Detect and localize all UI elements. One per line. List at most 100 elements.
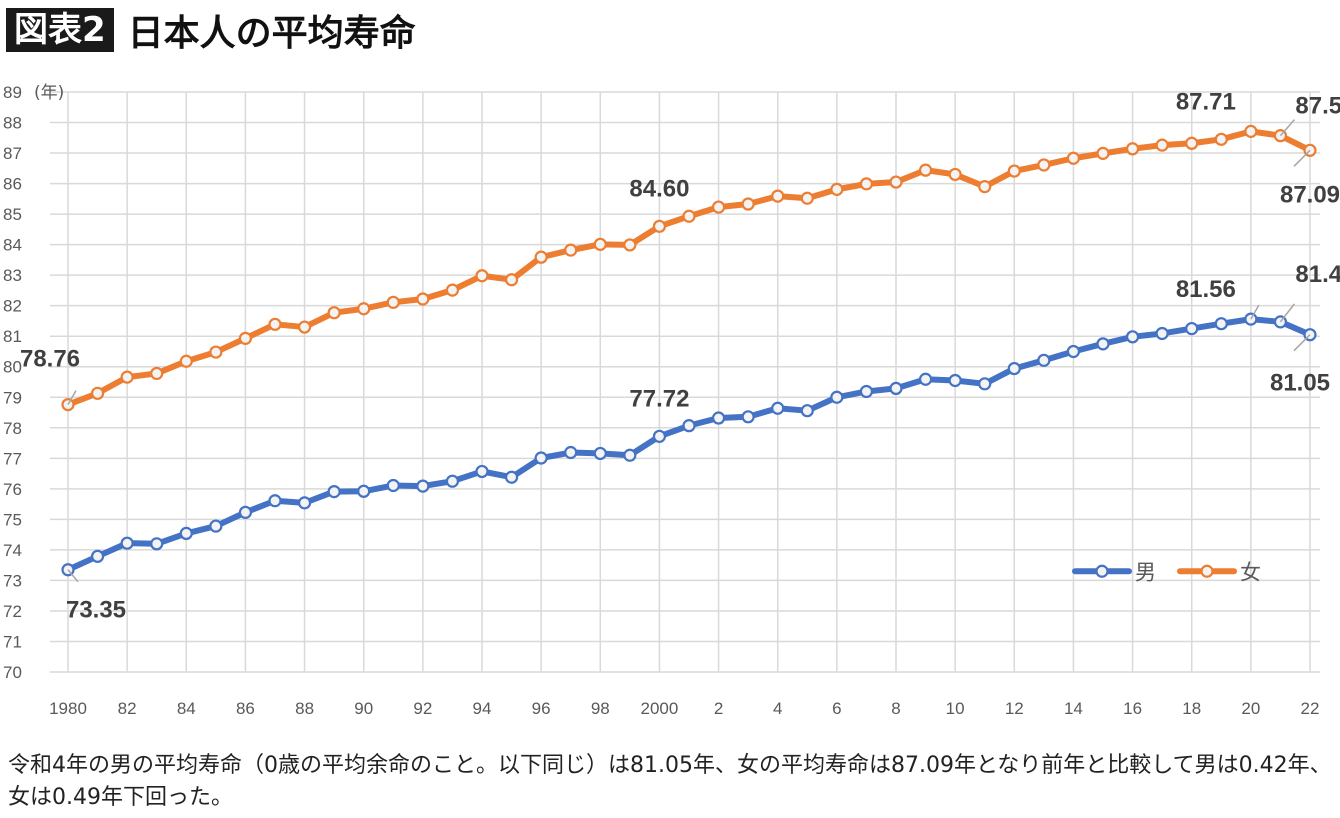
y-tick-label: 80 (3, 358, 22, 377)
male-data-point (1125, 330, 1140, 344)
female-data-point (859, 177, 874, 191)
legend-male-marker (1095, 564, 1109, 578)
series-lines (61, 124, 1317, 577)
data-label-leader (1293, 334, 1311, 352)
data-label: 77.72 (629, 385, 689, 412)
male-data-point (1007, 361, 1021, 376)
x-tick-label: 6 (832, 699, 841, 718)
male-data-point (238, 505, 253, 519)
x-tick-label: 16 (1123, 699, 1142, 718)
male-data-point (445, 474, 460, 488)
female-data-point (1185, 136, 1199, 150)
female-data-point (90, 386, 105, 400)
data-label-leader (1250, 304, 1260, 320)
y-tick-label: 70 (3, 663, 22, 682)
female-data-point (652, 219, 667, 233)
y-tick-label: 73 (3, 571, 22, 590)
male-data-point (90, 549, 105, 563)
y-tick-label: 77 (3, 449, 22, 468)
male-data-point (150, 537, 164, 551)
female-data-point (623, 238, 637, 252)
y-tick-label: 88 (3, 114, 22, 133)
female-data-point (150, 366, 164, 381)
male-data-point (386, 478, 400, 493)
female-data-point (564, 243, 578, 257)
chart-title: 日本人の平均寿命 (127, 13, 416, 54)
female-data-point (1244, 124, 1258, 138)
legend-female-label: 女 (1240, 560, 1261, 584)
chart-caption: 令和4年の男の平均寿命（0歳の平均余命のこと。以下同じ）は81.05年、女の平均… (8, 753, 1332, 810)
y-tick-label: 71 (3, 632, 22, 651)
y-tick-label: 74 (3, 541, 22, 560)
y-tick-label: 87 (3, 144, 22, 163)
female-data-point (1007, 164, 1021, 178)
female-data-point (1066, 151, 1081, 165)
y-tick-label: 86 (3, 175, 22, 194)
x-tick-label: 82 (118, 699, 137, 718)
male-data-point (1037, 353, 1051, 367)
male-data-point (534, 451, 548, 465)
female-data-point (771, 189, 785, 203)
female-data-point (741, 197, 755, 211)
male-data-point (120, 536, 134, 550)
male-data-point (416, 479, 430, 493)
y-tick-label: 72 (3, 602, 22, 621)
male-data-point (859, 384, 874, 399)
male-data-point (475, 464, 489, 479)
male-data-point (978, 377, 992, 391)
y-tick-label: 82 (3, 297, 22, 316)
female-data-point (800, 191, 814, 205)
male-data-point (357, 484, 371, 498)
male-data-point (268, 494, 282, 508)
x-tick-label: 86 (236, 699, 255, 718)
female-data-point (120, 370, 134, 384)
y-tick-label: 76 (3, 480, 22, 499)
y-axis-unit: (年) (34, 83, 64, 103)
data-labels: 78.76 73.35 84.60 77.72 87.71 87.57 87.09 81.56… (20, 88, 1340, 623)
data-label-leader (1279, 303, 1296, 323)
x-tick-label: 8 (891, 699, 900, 718)
data-label-leader (67, 569, 79, 583)
data-label: 87.71 (1176, 88, 1236, 115)
male-data-point (771, 401, 785, 415)
x-tick-label: 84 (177, 699, 196, 718)
y-tick-label: 89 (3, 83, 22, 102)
data-label: 84.60 (629, 175, 689, 202)
x-tick-label: 90 (354, 699, 373, 718)
male-data-point (889, 381, 903, 396)
male-data-point (297, 496, 312, 510)
life-expectancy-line-chart: 7071727374757677787980818283848586878889… (3, 83, 1340, 718)
female-data-point (475, 269, 489, 283)
male-data-point (179, 526, 193, 541)
male-data-point (327, 484, 341, 499)
male-data-point (1096, 337, 1110, 351)
x-tick-label: 4 (773, 699, 782, 718)
x-tick-label: 94 (473, 699, 492, 718)
male-data-point (593, 446, 607, 461)
data-label: 78.76 (20, 346, 80, 373)
female-data-point (682, 209, 696, 223)
female-data-point (386, 295, 400, 309)
female-data-point (978, 180, 992, 194)
figure-number-tag: 図表2 (6, 8, 114, 52)
female-data-point (534, 250, 548, 264)
female-data-point (918, 163, 933, 177)
female-data-point (1214, 132, 1228, 146)
male-data-point (830, 390, 844, 404)
x-tick-label: 14 (1064, 699, 1083, 718)
y-tick-label: 81 (3, 327, 22, 346)
female-data-point (238, 331, 253, 345)
y-tick-label: 84 (3, 236, 22, 255)
female-data-point (297, 320, 312, 334)
data-label-leader (1279, 119, 1295, 137)
gridlines (50, 91, 1320, 673)
male-data-point (623, 448, 637, 462)
data-label-leader (67, 390, 77, 405)
legend-female-marker (1200, 564, 1214, 578)
male-data-point (1155, 326, 1169, 341)
male-data-point (711, 411, 726, 425)
data-label: 81.05 (1270, 370, 1330, 397)
legend: 男女 (1072, 560, 1261, 584)
male-data-point (1214, 317, 1228, 331)
male-data-point (1066, 344, 1081, 359)
